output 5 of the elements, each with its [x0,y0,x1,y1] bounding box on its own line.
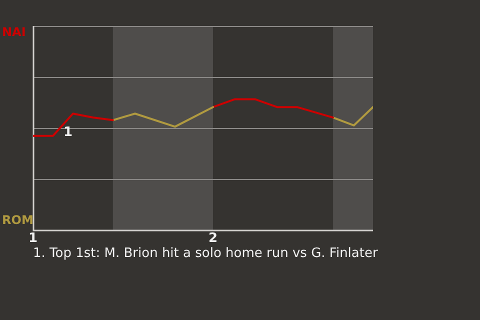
text: ROM [2,213,34,228]
annotation: 1 [63,124,72,140]
text: 1. Top 1st: M. Brion hit a solo home run vs G. Finlater [33,246,378,261]
x-tick-label: 2 [208,230,218,246]
text: NAI [2,25,26,40]
